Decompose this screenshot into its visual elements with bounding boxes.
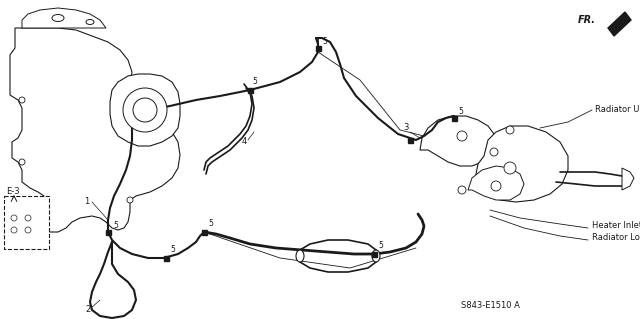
Circle shape bbox=[127, 197, 133, 203]
Circle shape bbox=[504, 162, 516, 174]
Polygon shape bbox=[106, 229, 111, 234]
Polygon shape bbox=[622, 168, 634, 190]
Text: E-3: E-3 bbox=[6, 187, 20, 196]
Text: 5: 5 bbox=[208, 219, 213, 228]
Circle shape bbox=[506, 126, 514, 134]
Text: 1: 1 bbox=[84, 197, 90, 206]
Text: 5: 5 bbox=[170, 246, 175, 255]
Circle shape bbox=[490, 148, 498, 156]
Polygon shape bbox=[468, 166, 524, 200]
Polygon shape bbox=[110, 74, 180, 146]
Text: FR.: FR. bbox=[578, 15, 596, 25]
Text: Radiator Lower Hose: Radiator Lower Hose bbox=[592, 234, 640, 242]
Polygon shape bbox=[22, 8, 106, 28]
Polygon shape bbox=[163, 256, 168, 261]
Ellipse shape bbox=[372, 250, 380, 262]
Text: 5: 5 bbox=[113, 221, 118, 231]
Text: 2: 2 bbox=[85, 306, 91, 315]
Ellipse shape bbox=[296, 250, 304, 262]
Circle shape bbox=[11, 215, 17, 221]
Polygon shape bbox=[10, 28, 180, 232]
Text: 3: 3 bbox=[403, 123, 409, 132]
Polygon shape bbox=[202, 229, 207, 234]
Circle shape bbox=[458, 186, 466, 194]
Text: 5: 5 bbox=[458, 108, 463, 116]
Circle shape bbox=[25, 215, 31, 221]
Text: Heater Inlet Hose: Heater Inlet Hose bbox=[592, 221, 640, 231]
Circle shape bbox=[123, 88, 167, 132]
Text: S843-E1510 A: S843-E1510 A bbox=[461, 300, 520, 309]
Text: 5: 5 bbox=[378, 241, 383, 250]
Polygon shape bbox=[451, 115, 456, 121]
Text: 5: 5 bbox=[252, 78, 257, 86]
Circle shape bbox=[457, 131, 467, 141]
Circle shape bbox=[19, 97, 25, 103]
Circle shape bbox=[41, 202, 47, 208]
Ellipse shape bbox=[52, 14, 64, 21]
Circle shape bbox=[491, 181, 501, 191]
Circle shape bbox=[133, 98, 157, 122]
Polygon shape bbox=[408, 137, 413, 143]
Polygon shape bbox=[316, 46, 321, 50]
FancyBboxPatch shape bbox=[3, 196, 49, 249]
Circle shape bbox=[19, 159, 25, 165]
Circle shape bbox=[25, 227, 31, 233]
Text: Radiator Upper Hose: Radiator Upper Hose bbox=[595, 106, 640, 115]
Text: 4: 4 bbox=[241, 137, 246, 146]
Polygon shape bbox=[420, 116, 494, 166]
Circle shape bbox=[11, 227, 17, 233]
Ellipse shape bbox=[86, 19, 94, 25]
Polygon shape bbox=[371, 251, 376, 256]
Polygon shape bbox=[248, 87, 253, 93]
Polygon shape bbox=[476, 126, 568, 202]
Polygon shape bbox=[608, 12, 631, 36]
Text: 5: 5 bbox=[322, 38, 327, 47]
